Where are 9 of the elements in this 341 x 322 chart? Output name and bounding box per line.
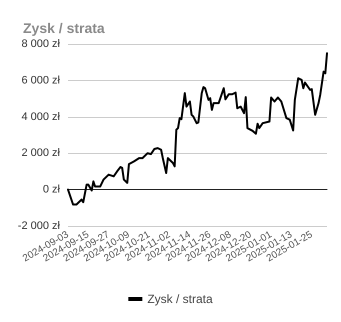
y-tick-label: 8 000 zł [21,38,61,50]
y-tick-label: 6 000 zł [21,74,61,86]
line-series [67,52,328,206]
y-tick-label: 0 zł [42,184,61,196]
y-tick-label: 4 000 zł [21,110,61,123]
y-tick-label: 2 000 zł [21,147,61,160]
legend-label: Zysk / strata [147,292,213,306]
chart-title: Zysk / strata [23,20,105,36]
y-tick-label: -2 000 zł [18,220,61,232]
